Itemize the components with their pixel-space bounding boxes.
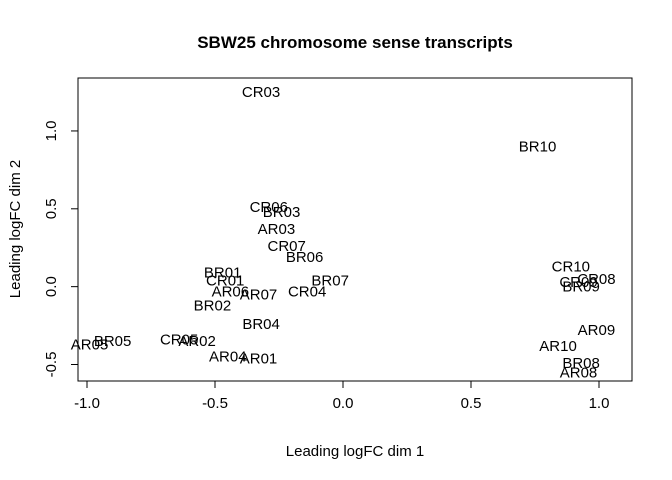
point-label-br08: BR08 <box>562 355 600 372</box>
x-tick-label: 0.5 <box>461 395 482 412</box>
point-label-br03: BR03 <box>263 204 301 221</box>
point-label-br02: BR02 <box>194 297 232 314</box>
point-label-cr10: CR10 <box>552 258 590 275</box>
point-label-br10: BR10 <box>519 139 557 156</box>
x-tick-label: -0.5 <box>202 395 228 412</box>
y-tick-label: 1.0 <box>43 121 60 142</box>
y-tick-label: -0.5 <box>43 352 60 378</box>
point-label-br06: BR06 <box>286 249 324 266</box>
point-label-br01: BR01 <box>204 265 242 282</box>
point-label-cr05: CR05 <box>160 332 198 349</box>
x-axis: -1.0 -0.5 0.0 0.5 1.0 <box>74 380 610 412</box>
point-label-cr04: CR04 <box>288 283 326 300</box>
x-tick-label: 1.0 <box>589 395 610 412</box>
point-label-cr09: CR09 <box>559 274 597 291</box>
point-label-ar05: AR05 <box>71 336 109 353</box>
point-label-ar04: AR04 <box>209 349 247 366</box>
point-label-br07: BR07 <box>311 272 349 289</box>
point-label-br05: BR05 <box>94 333 132 350</box>
point-label-ar08: AR08 <box>560 364 598 381</box>
y-tick-label: 0.0 <box>43 276 60 297</box>
y-axis-label: Leading logFC dim 2 <box>7 160 24 298</box>
point-label-ar01: AR01 <box>240 350 278 367</box>
point-label-cr03: CR03 <box>242 84 280 101</box>
point-label-ar02: AR02 <box>178 333 216 350</box>
point-label-cr08: CR08 <box>577 271 615 288</box>
point-label-cr06: CR06 <box>250 199 288 216</box>
x-tick-label: 0.0 <box>333 395 354 412</box>
point-label-ar09: AR09 <box>578 322 616 339</box>
point-label-br09: BR09 <box>562 279 600 296</box>
chart-title: SBW25 chromosome sense transcripts <box>197 33 513 52</box>
y-tick-label: 0.5 <box>43 198 60 219</box>
point-label-ar03: AR03 <box>258 221 296 238</box>
point-label-ar06: AR06 <box>212 283 250 300</box>
point-label-ar07: AR07 <box>240 286 278 303</box>
x-axis-label: Leading logFC dim 1 <box>286 443 424 460</box>
point-label-ar10: AR10 <box>539 338 577 355</box>
point-label-cr07: CR07 <box>268 238 306 255</box>
point-label-cr01: CR01 <box>206 272 244 289</box>
point-label-br04: BR04 <box>242 316 280 333</box>
y-axis: -0.5 0.0 0.5 1.0 <box>43 121 79 378</box>
x-tick-label: -1.0 <box>74 395 100 412</box>
